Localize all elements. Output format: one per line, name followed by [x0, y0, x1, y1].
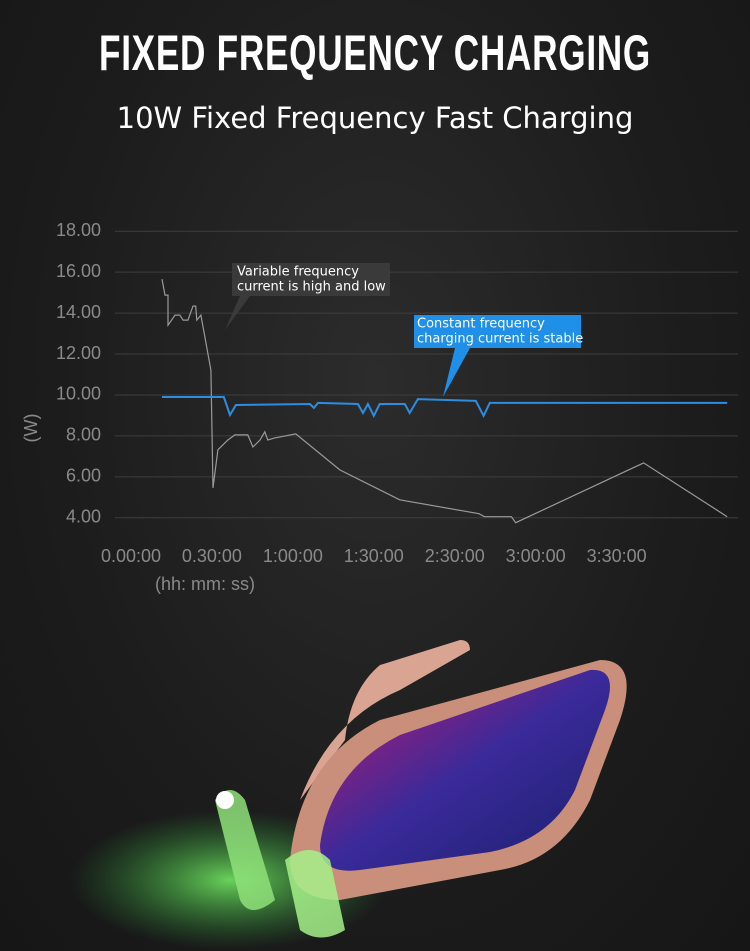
y-tick-label: 16.00: [56, 261, 101, 281]
plot: 4.00 6.00 8.00 10.00 12.00 14.00 16.00 18.00 0.0…: [56, 220, 738, 566]
line: [161, 278, 728, 524]
annotation-box: [414, 315, 581, 397]
y-axis-label: (W): [21, 414, 41, 443]
arm: [215, 790, 275, 910]
annotation-text: current is high and low: [237, 280, 386, 295]
x-tick-label: 1:30:00: [344, 546, 404, 566]
annotation-text: charging current is stable: [417, 332, 583, 347]
x-tick-label: 0.00:00: [101, 546, 161, 566]
arm: [285, 850, 345, 938]
x-tick-label: 2:30:00: [425, 546, 485, 566]
x-tick-label: 3:00:00: [506, 546, 566, 566]
annotation-box: [225, 263, 390, 330]
x-axis-label: (hh: mm: ss): [155, 574, 255, 594]
y-tick-label: 4.00: [66, 507, 101, 527]
x-tick-label: 1:00:00: [263, 546, 323, 566]
annotation: Variable frequency current is high and l…: [225, 263, 390, 330]
y-tick-label: 10.00: [56, 384, 101, 404]
light: [216, 791, 234, 809]
clamp: [300, 640, 470, 800]
product-image: [70, 640, 627, 950]
annotation: Constant frequency charging current is s…: [414, 315, 583, 397]
line: [162, 396, 728, 419]
y-tick-label: 12.00: [56, 343, 101, 363]
annotation-text: Constant frequency: [417, 317, 545, 332]
y-tick-label: 14.00: [56, 302, 101, 322]
y-tick-label: 8.00: [66, 425, 101, 445]
phone: [320, 669, 610, 871]
x-tick-label: 0.30:00: [182, 546, 242, 566]
title: FIXED FREQUENCY CHARGING: [99, 25, 651, 81]
annotation-text: Variable frequency: [237, 265, 359, 280]
y-tick-label: 6.00: [66, 466, 101, 486]
subtitle: 10W Fixed Frequency Fast Charging: [117, 101, 634, 135]
y-tick-label: 18.00: [56, 220, 101, 240]
x-tick-label: 3:30:00: [587, 546, 647, 566]
